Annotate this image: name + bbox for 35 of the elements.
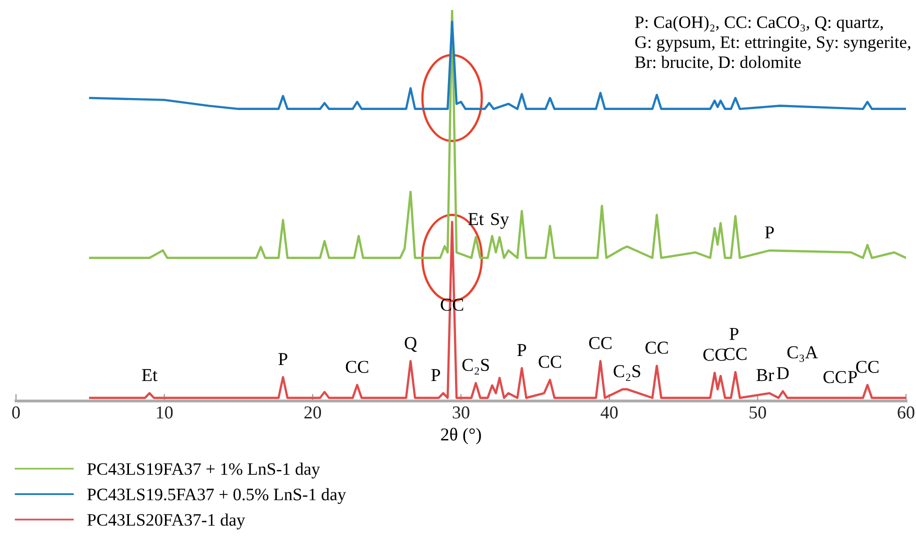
annotation: P bbox=[765, 226, 774, 238]
annotation: C₂S bbox=[614, 365, 640, 381]
annotation: CC bbox=[589, 336, 612, 350]
x-axis-title: 2θ (°) bbox=[441, 428, 481, 444]
x-tick-label: 0 bbox=[12, 406, 20, 419]
legend-label: PC43LS20FA37-1 day bbox=[87, 514, 246, 530]
x-tick-label: 40 bbox=[600, 406, 618, 419]
annotation: CC bbox=[724, 348, 746, 360]
annotation: C₃A bbox=[787, 346, 818, 362]
legend-label: PC43LS19.5FA37 + 0.5% LnS-1 day bbox=[87, 488, 346, 504]
annotation: Sy bbox=[491, 212, 510, 229]
annotation: P bbox=[517, 344, 526, 356]
annotation: CC bbox=[646, 342, 668, 354]
annotation: P bbox=[431, 369, 440, 381]
annotation: C₂S bbox=[462, 358, 489, 375]
annotation: P bbox=[848, 371, 857, 383]
annotation: P bbox=[730, 328, 738, 340]
annotation: Br bbox=[756, 369, 774, 382]
annotation: CC bbox=[538, 356, 562, 368]
annotation: Et bbox=[142, 369, 158, 382]
annotation: P bbox=[278, 353, 288, 365]
legend-label: PC43LS19FA37 + 1% LnS-1 day bbox=[87, 462, 320, 478]
annotation: P: Ca(OH)₂, CC: CaCO₃, Q: quartz, G: gypsum, Et: ettringite, Sy: syngerite, Br: brucite, D: dolomite bbox=[635, 16, 910, 71]
annotation: CC bbox=[346, 360, 368, 373]
annotation: CC bbox=[856, 360, 878, 373]
annotation: Q bbox=[404, 336, 417, 352]
annotation: D bbox=[776, 367, 789, 380]
annotation: CC bbox=[824, 371, 846, 384]
x-tick-label: 30 bbox=[452, 406, 470, 419]
x-tick-label: 50 bbox=[750, 406, 766, 419]
x-tick-label: 10 bbox=[156, 406, 173, 419]
x-tick-label: 60 bbox=[898, 406, 914, 419]
annotation: Et bbox=[468, 213, 484, 226]
x-tick-label: 20 bbox=[304, 406, 322, 419]
annotation: CC bbox=[703, 348, 726, 361]
